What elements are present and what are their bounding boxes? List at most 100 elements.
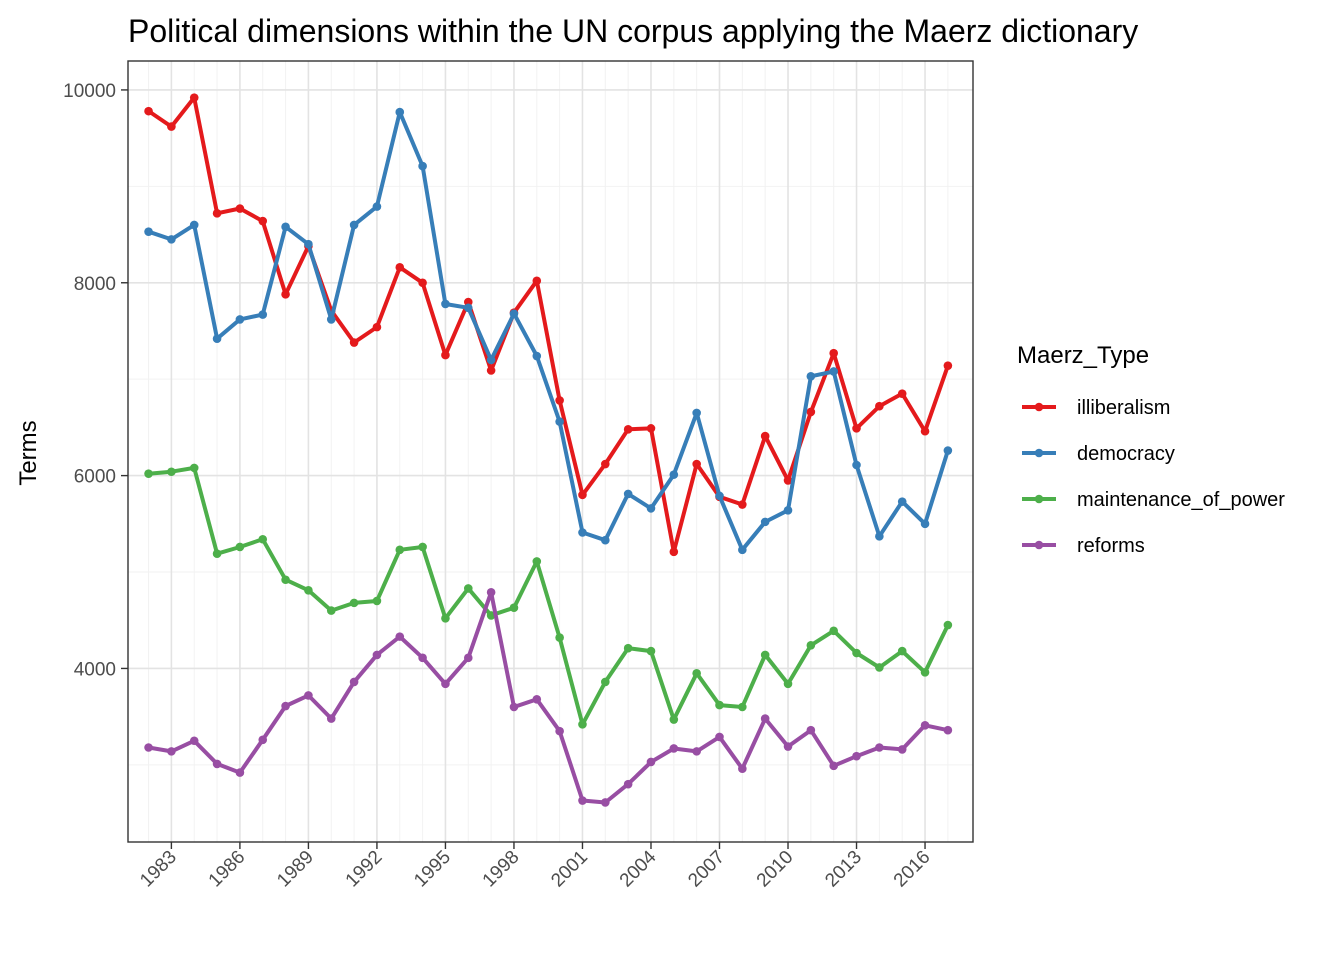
legend-swatch-point: [1034, 494, 1044, 504]
data-point: [852, 751, 861, 761]
data-point: [349, 338, 359, 347]
data-point: [509, 603, 519, 612]
data-point: [509, 702, 519, 712]
data-point: [783, 742, 793, 751]
data-point: [646, 504, 656, 513]
data-point: [144, 227, 153, 236]
legend-label: maintenance_of_power: [1077, 489, 1285, 511]
data-point: [920, 519, 930, 529]
legend-swatch-point: [1034, 540, 1044, 550]
y-axis-label: Terms: [15, 420, 42, 485]
data-point: [692, 459, 701, 469]
grid-major: [128, 61, 973, 842]
data-point: [372, 202, 382, 211]
data-point: [897, 646, 907, 656]
data-point: [669, 547, 679, 557]
data-point: [258, 310, 268, 319]
data-point: [486, 366, 496, 375]
x-tick-label: 1986: [205, 847, 250, 892]
y-axis-ticks: 4000 6000 8000 10000: [63, 81, 128, 680]
legend-item-maintenance-of-power: maintenance_of_power: [1022, 489, 1285, 511]
data-point: [646, 646, 656, 656]
data-point: [532, 694, 542, 704]
x-tick-label: 2010: [753, 847, 798, 892]
data-point: [532, 351, 542, 361]
data-point: [144, 106, 153, 116]
data-point: [258, 534, 268, 544]
data-point: [189, 220, 199, 230]
data-point: [212, 759, 222, 769]
data-point: [669, 744, 679, 753]
data-point: [418, 161, 427, 171]
data-point: [189, 736, 199, 746]
grid-minor: [128, 61, 973, 842]
data-point: [601, 677, 610, 687]
data-point: [783, 506, 793, 515]
data-point: [418, 542, 427, 552]
y-tick-label: 8000: [74, 274, 116, 295]
data-point: [578, 528, 587, 537]
data-point: [852, 648, 861, 658]
data-point: [601, 459, 610, 469]
data-point: [418, 653, 427, 663]
legend-item-reforms: reforms: [1022, 535, 1145, 557]
data-point: [715, 732, 724, 742]
data-point: [372, 322, 382, 332]
data-point: [715, 700, 724, 710]
data-point: [829, 626, 838, 636]
y-tick-label: 6000: [74, 467, 116, 488]
legend-label: reforms: [1077, 535, 1145, 557]
data-point: [441, 299, 450, 309]
data-point: [692, 747, 701, 756]
data-point: [144, 469, 153, 478]
x-tick-label: 1989: [273, 847, 318, 892]
data-point: [326, 606, 336, 615]
x-tick-label: 2007: [684, 847, 729, 892]
series-reforms: [144, 587, 953, 807]
data-point: [760, 650, 770, 660]
data-point: [806, 725, 816, 735]
data-point: [601, 535, 610, 545]
data-point: [760, 714, 770, 723]
data-point: [646, 424, 656, 433]
data-point: [235, 542, 245, 552]
data-point: [738, 764, 747, 774]
x-tick-label: 1998: [479, 847, 524, 892]
legend: Maerz_Type illiberalism democracy maintena…: [1017, 342, 1285, 557]
data-point: [395, 632, 405, 641]
data-point: [829, 761, 838, 771]
data-point: [738, 545, 747, 555]
data-point: [258, 735, 268, 745]
data-point: [897, 745, 907, 754]
data-point: [738, 500, 747, 509]
data-point: [897, 389, 907, 398]
data-point: [235, 315, 245, 324]
data-point: [463, 653, 473, 663]
data-point: [875, 532, 884, 541]
x-axis-ticks: 1983 1986 1989 1992 1995 1998 2001 2004 2007 2010…: [136, 842, 935, 892]
data-point: [326, 315, 336, 324]
series-maintenance-of-power: [144, 463, 953, 729]
data-point: [829, 367, 838, 376]
data-point: [920, 426, 930, 436]
data-point: [212, 334, 222, 343]
data-point: [555, 633, 564, 642]
data-point: [738, 702, 747, 712]
series-layer: [144, 93, 953, 807]
data-point: [578, 490, 587, 500]
data-point: [463, 584, 473, 593]
data-point: [395, 545, 405, 555]
data-point: [189, 463, 199, 473]
x-tick-label: 1983: [136, 847, 181, 892]
series-illiberalism: [144, 93, 953, 557]
data-point: [578, 796, 587, 805]
data-point: [349, 220, 359, 230]
data-point: [806, 407, 816, 417]
data-point: [829, 348, 838, 358]
data-point: [395, 107, 405, 117]
data-point: [532, 276, 542, 286]
data-point: [623, 643, 633, 653]
data-point: [783, 679, 793, 689]
data-point: [875, 743, 884, 752]
